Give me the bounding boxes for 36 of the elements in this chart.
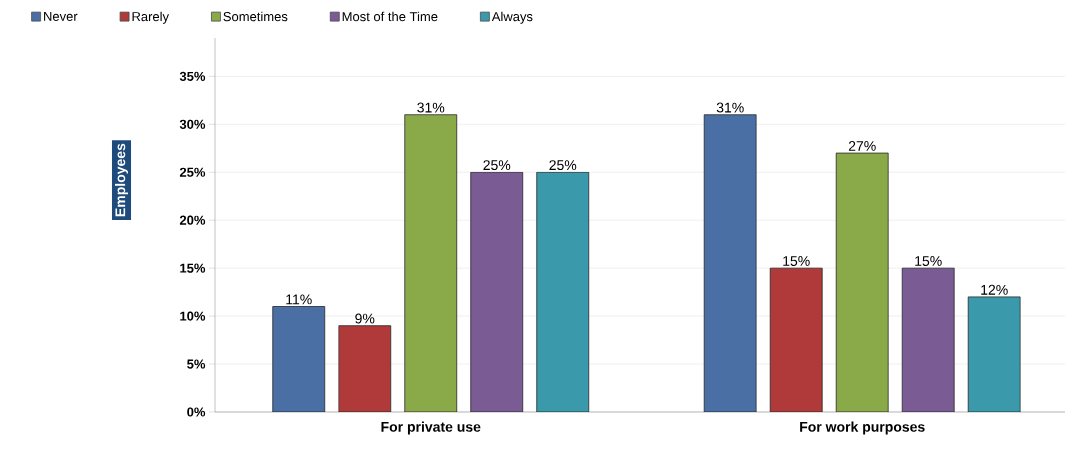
y-axis-title: Employees xyxy=(114,143,129,217)
bar xyxy=(835,152,889,412)
y-tick-label: 20% xyxy=(179,215,206,225)
data-label: 9% xyxy=(355,313,375,324)
y-tick-label: 5% xyxy=(187,359,206,369)
data-label: 25% xyxy=(549,160,577,171)
data-label: 31% xyxy=(417,102,445,113)
data-label: 27% xyxy=(848,141,876,151)
bar xyxy=(470,171,524,412)
legend-label: Most of the Time xyxy=(342,11,438,22)
bar xyxy=(272,306,326,412)
data-label: 11% xyxy=(286,294,312,305)
legend-label: Sometimes xyxy=(223,11,288,22)
data-label: 31% xyxy=(716,102,744,113)
bar xyxy=(769,267,823,412)
y-tick-label: 10% xyxy=(180,311,206,321)
x-tick-label: For private use xyxy=(381,421,481,435)
bar xyxy=(338,325,392,412)
data-label: 15% xyxy=(783,256,810,266)
bar xyxy=(404,114,458,412)
legend-label: Rarely xyxy=(132,11,170,24)
legend-label: Never xyxy=(44,11,78,21)
bar xyxy=(901,267,955,412)
data-label: 25% xyxy=(483,160,511,171)
y-tick-label: 35% xyxy=(179,71,206,81)
x-tick-label: For work purposes xyxy=(800,421,925,435)
data-label: 15% xyxy=(915,256,942,266)
y-tick-label: 15% xyxy=(180,263,206,273)
legend-label: Always xyxy=(491,11,533,24)
bar xyxy=(536,171,590,412)
y-tick-label: 30% xyxy=(179,119,206,129)
y-tick-label: 0% xyxy=(187,407,206,417)
bar xyxy=(967,296,1021,412)
data-label: 12% xyxy=(981,284,1008,295)
y-tick-label: 25% xyxy=(179,167,206,177)
bar xyxy=(703,114,757,412)
